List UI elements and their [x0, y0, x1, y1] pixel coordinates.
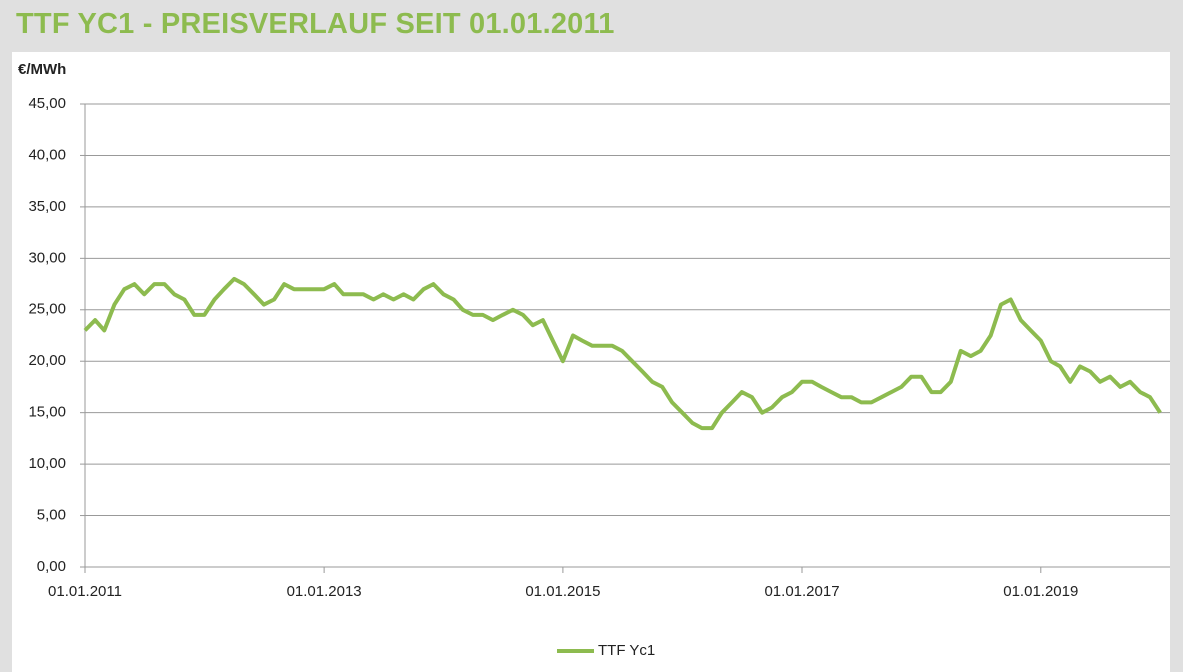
x-tick-label: 01.01.2015 [525, 583, 600, 600]
x-tick-label: 01.01.2013 [287, 583, 362, 600]
y-tick-label: 5,00 [37, 507, 66, 524]
y-tick-label: 35,00 [28, 198, 66, 215]
data-line [83, 276, 1162, 431]
chart-title: TTF YC1 - PREISVERLAUF SEIT 01.01.2011 [16, 8, 615, 40]
y-tick-label: 40,00 [28, 146, 66, 163]
x-tick-label: 01.01.2017 [764, 583, 839, 600]
y-tick-label: 20,00 [28, 352, 66, 369]
legend-label: TTF Yc1 [598, 642, 655, 659]
y-tick-label: 0,00 [37, 558, 66, 575]
y-axis-label: €/MWh [18, 61, 66, 78]
y-tick-label: 45,00 [28, 95, 66, 112]
y-tick-label: 25,00 [28, 301, 66, 318]
y-tick-label: 30,00 [28, 249, 66, 266]
x-tick-label: 01.01.2011 [48, 583, 122, 600]
y-tick-label: 15,00 [28, 404, 66, 421]
y-tick-label: 10,00 [28, 455, 66, 472]
x-tick-label: 01.01.2019 [1003, 583, 1078, 600]
